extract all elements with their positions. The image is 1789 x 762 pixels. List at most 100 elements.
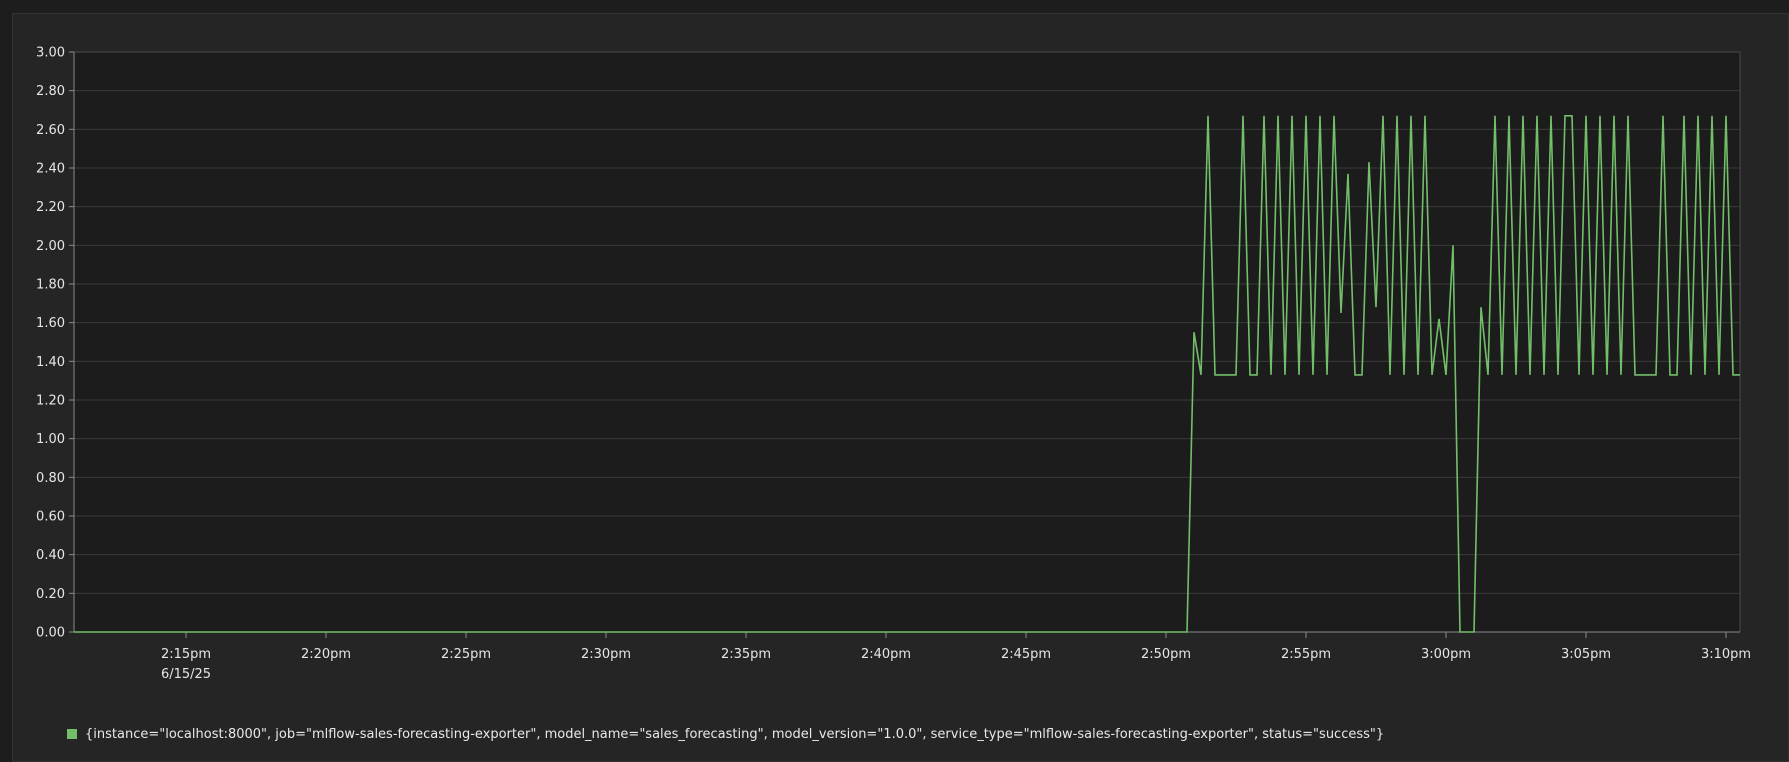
data-point <box>1340 312 1342 314</box>
data-point <box>1368 161 1370 163</box>
data-point <box>1312 374 1314 376</box>
data-point <box>1242 115 1244 117</box>
grid-lines <box>74 51 1740 594</box>
data-point <box>1592 374 1594 376</box>
data-point <box>1627 115 1629 117</box>
data-point <box>1620 374 1622 376</box>
data-point <box>1655 374 1657 376</box>
data-point <box>1214 374 1216 376</box>
data-point <box>1452 245 1454 247</box>
data-point <box>1424 115 1426 117</box>
x-tick-label: 2:40pm <box>861 647 911 662</box>
legend[interactable]: {instance="localhost:8000", job="mlflow-… <box>67 726 1384 742</box>
data-point <box>1704 374 1706 376</box>
data-point <box>1606 374 1608 376</box>
y-tick-label: 0.80 <box>36 471 65 486</box>
data-point <box>1291 115 1293 117</box>
x-tick-sublabel: 6/15/25 <box>161 667 211 682</box>
data-point <box>1536 115 1538 117</box>
data-point <box>1354 374 1356 376</box>
y-tick-label: 2.60 <box>36 123 65 138</box>
data-point <box>1249 374 1251 376</box>
data-point <box>1550 115 1552 117</box>
y-tick-label: 1.80 <box>36 278 65 293</box>
data-point <box>1641 374 1643 376</box>
data-point <box>1417 374 1419 376</box>
data-point <box>1669 374 1671 376</box>
data-point <box>1382 115 1384 117</box>
y-tick-label: 0.20 <box>36 587 65 602</box>
data-point <box>1396 115 1398 117</box>
data-point <box>1438 318 1440 320</box>
y-tick-label: 1.20 <box>36 394 65 409</box>
y-tick-label: 2.40 <box>36 162 65 177</box>
data-point <box>1459 631 1461 633</box>
legend-label[interactable]: {instance="localhost:8000", job="mlflow-… <box>85 726 1385 742</box>
y-tick-label: 3.00 <box>36 46 65 61</box>
data-point <box>1662 115 1664 117</box>
data-point <box>1410 115 1412 117</box>
data-point <box>1725 115 1727 117</box>
x-tick-label: 3:00pm <box>1421 647 1471 662</box>
data-point <box>1543 374 1545 376</box>
x-tick-label: 3:10pm <box>1701 647 1751 662</box>
data-point <box>1676 374 1678 376</box>
data-point <box>1508 115 1510 117</box>
data-point <box>1375 306 1377 308</box>
data-point <box>1298 374 1300 376</box>
x-tick-label: 2:55pm <box>1281 647 1331 662</box>
data-point <box>1718 374 1720 376</box>
data-point <box>1711 115 1713 117</box>
data-point <box>1732 374 1734 376</box>
data-point <box>1319 115 1321 117</box>
data-point <box>1501 374 1503 376</box>
data-point <box>1403 374 1405 376</box>
x-axis-ticks: 2:15pm 6/15/25 2:20pm 2:25pm 2:30pm 2:35pm 2:4… <box>161 632 1751 682</box>
y-tick-label: 1.40 <box>36 355 65 370</box>
data-point <box>1186 631 1188 633</box>
y-tick-label: 2.80 <box>36 84 65 99</box>
x-tick-label: 2:35pm <box>721 647 771 662</box>
data-point <box>1277 115 1279 117</box>
data-point <box>1193 332 1195 334</box>
data-point <box>1284 374 1286 376</box>
data-point <box>1326 374 1328 376</box>
y-tick-label: 0.40 <box>36 548 65 563</box>
legend-swatch <box>67 729 77 739</box>
plot-area[interactable] <box>74 52 1740 632</box>
series-line[interactable] <box>74 115 1740 633</box>
data-point <box>1487 374 1489 376</box>
data-point <box>1515 374 1517 376</box>
y-tick-label: 1.60 <box>36 316 65 331</box>
data-point <box>1473 631 1475 633</box>
data-point <box>1690 374 1692 376</box>
data-point <box>1270 374 1272 376</box>
data-point <box>1480 306 1482 308</box>
data-point <box>1466 631 1468 633</box>
data-point <box>1557 374 1559 376</box>
data-point <box>1529 374 1531 376</box>
data-point <box>1599 115 1601 117</box>
series-layer <box>73 115 1741 633</box>
data-point <box>1739 374 1741 376</box>
x-tick-label: 2:20pm <box>301 647 351 662</box>
data-point <box>1585 115 1587 117</box>
data-point <box>1648 374 1650 376</box>
y-tick-label: 0.00 <box>36 626 65 641</box>
y-axis-ticks: 0.00 0.20 0.40 0.60 0.80 1.00 1.20 1.40 1.60 1.80… <box>36 46 74 641</box>
data-point <box>1634 374 1636 376</box>
data-point <box>1683 115 1685 117</box>
x-tick-label: 3:05pm <box>1561 647 1611 662</box>
data-point <box>1235 374 1237 376</box>
x-tick-label: 2:50pm <box>1141 647 1191 662</box>
data-point <box>1228 374 1230 376</box>
x-tick-label: 2:25pm <box>441 647 491 662</box>
data-point <box>1613 115 1615 117</box>
data-point <box>1361 374 1363 376</box>
y-tick-label: 1.00 <box>36 432 65 447</box>
data-point <box>1200 374 1202 376</box>
y-tick-label: 2.00 <box>36 239 65 254</box>
data-point <box>1445 374 1447 376</box>
data-point <box>73 631 75 633</box>
